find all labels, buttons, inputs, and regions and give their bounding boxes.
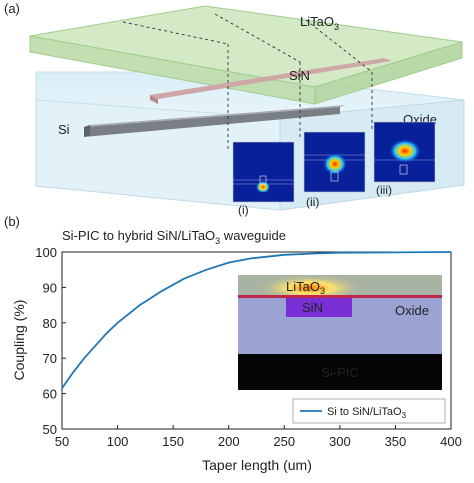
mode-inset-ii: (ii): [303, 131, 366, 209]
panel-a-label: (a): [4, 1, 20, 16]
panel-b-title: Si-PIC to hybrid SiN/LiTaO3 waveguide: [62, 228, 286, 246]
sin-strip: [150, 58, 392, 104]
x-tick-label: 250: [273, 434, 295, 449]
sin-label: SiN: [289, 68, 310, 83]
y-tick-label: 70: [43, 351, 57, 366]
inset-sin-label: SiN: [302, 300, 323, 315]
cross-section-inset: LiTaO3 SiN Oxide Si-PIC: [238, 274, 442, 390]
y-axis-label: Coupling (%): [11, 300, 27, 381]
y-tick-label: 90: [43, 280, 57, 295]
x-axis-ticks: 50 100 150 200 250 300 350 400: [55, 425, 462, 449]
x-tick-label: 350: [385, 434, 407, 449]
x-axis-label: Taper length (um): [202, 457, 312, 473]
panel-b-label: (b): [4, 214, 20, 229]
mode-inset-iii: (iii): [373, 121, 436, 197]
x-tick-label: 100: [107, 434, 129, 449]
litao3-label: LiTaO3: [300, 14, 339, 32]
y-tick-label: 100: [35, 245, 57, 260]
mode-label-ii: (ii): [306, 195, 319, 209]
si-waveguide: [84, 105, 346, 137]
inset-sipic-label: Si-PIC: [321, 365, 359, 380]
inset-litao3-label: LiTaO3: [286, 279, 325, 296]
y-axis-ticks: 50 60 70 80 90 100: [35, 245, 66, 437]
x-tick-label: 300: [329, 434, 351, 449]
inset-oxide-label: Oxide: [395, 303, 429, 318]
x-tick-label: 150: [162, 434, 184, 449]
mode-label-iii: (iii): [376, 183, 392, 197]
y-tick-label: 60: [43, 387, 57, 402]
si-label: Si: [58, 122, 70, 137]
mode-inset-i: (i): [232, 141, 295, 217]
legend: Si to SiN/LiTaO3: [292, 398, 446, 424]
cut-lines: [122, 13, 373, 150]
series-line-si-to-sin-litao3: [61, 251, 452, 389]
x-tick-label: 200: [218, 434, 240, 449]
y-tick-label: 80: [43, 316, 57, 331]
y-tick-label: 50: [43, 422, 57, 437]
legend-entry: Si to SiN/LiTaO3: [327, 406, 407, 420]
x-tick-label: 50: [55, 434, 69, 449]
mode-label-i: (i): [238, 203, 249, 217]
x-tick-label: 400: [440, 434, 462, 449]
